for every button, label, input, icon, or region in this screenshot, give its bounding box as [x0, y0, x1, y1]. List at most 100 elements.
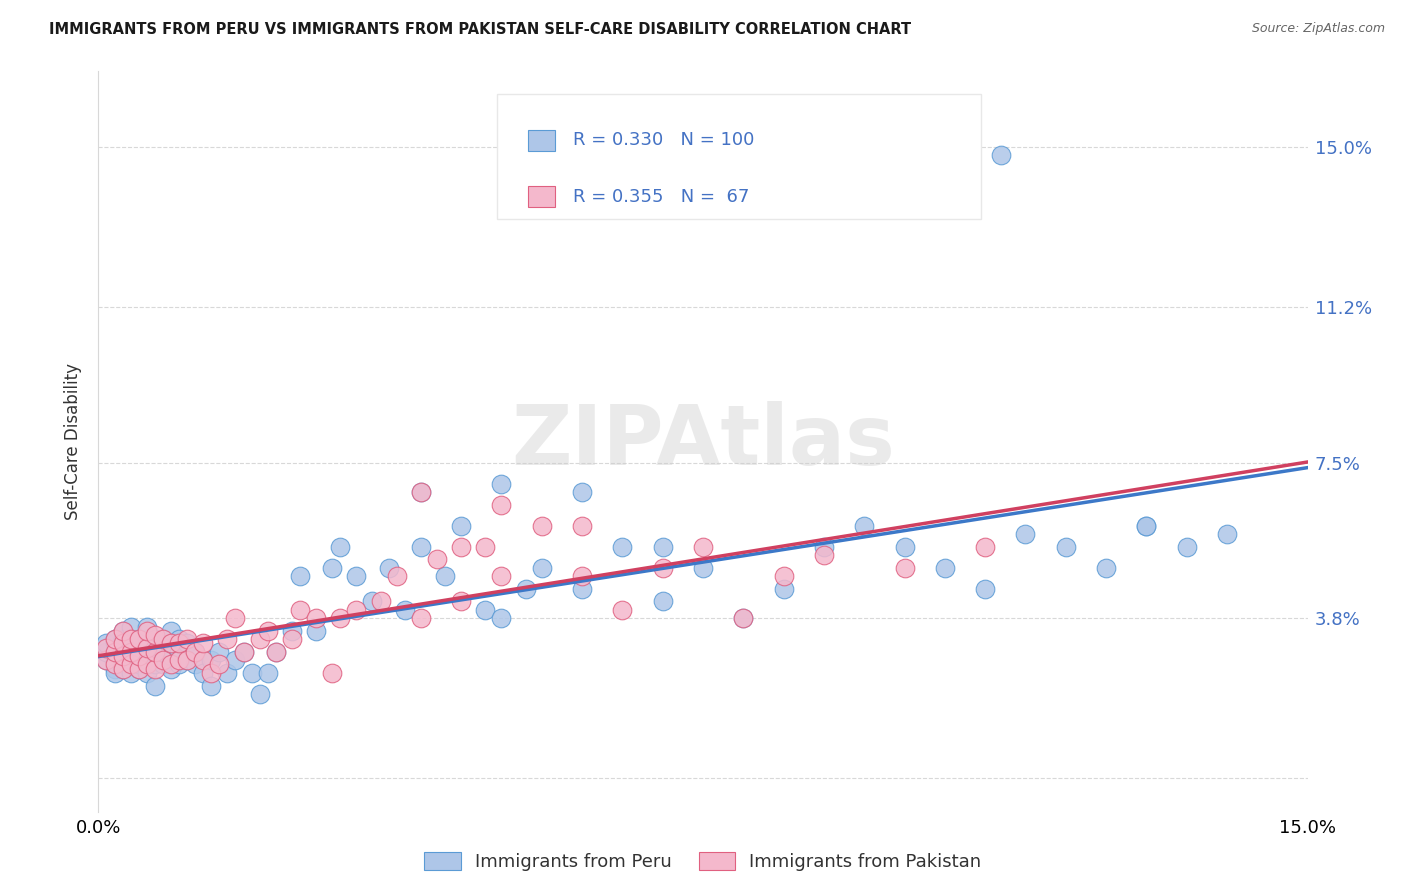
Point — [160, 662, 183, 676]
Point — [103, 645, 125, 659]
Point — [160, 657, 183, 672]
Point — [612, 603, 634, 617]
Point — [264, 645, 287, 659]
Point — [152, 645, 174, 659]
Point — [143, 645, 166, 659]
Point — [434, 569, 457, 583]
Y-axis label: Self-Care Disability: Self-Care Disability — [65, 363, 83, 520]
Point — [651, 540, 673, 554]
Point — [232, 645, 254, 659]
Point — [217, 665, 239, 680]
Point — [1135, 518, 1157, 533]
Point — [893, 560, 915, 574]
Point — [491, 498, 513, 512]
Point — [120, 653, 142, 667]
Point — [111, 632, 134, 647]
Point — [120, 632, 142, 647]
Point — [394, 603, 416, 617]
Point — [1175, 540, 1198, 554]
Point — [281, 624, 304, 638]
Point — [128, 649, 150, 664]
Point — [200, 665, 222, 680]
Point — [733, 611, 755, 625]
Text: Source: ZipAtlas.com: Source: ZipAtlas.com — [1251, 22, 1385, 36]
Point — [96, 645, 118, 659]
Point — [184, 657, 207, 672]
Point — [96, 636, 118, 650]
Point — [120, 657, 142, 672]
Point — [409, 485, 432, 500]
FancyBboxPatch shape — [527, 129, 555, 151]
Point — [571, 582, 593, 596]
Point — [974, 540, 997, 554]
Point — [143, 657, 166, 672]
Point — [426, 552, 449, 566]
Point — [370, 594, 392, 608]
Point — [249, 632, 271, 647]
Point — [128, 662, 150, 676]
Point — [135, 620, 157, 634]
Point — [160, 636, 183, 650]
Point — [128, 657, 150, 672]
Point — [571, 485, 593, 500]
Point — [974, 582, 997, 596]
Point — [176, 653, 198, 667]
Point — [103, 653, 125, 667]
Point — [344, 569, 367, 583]
Point — [530, 560, 553, 574]
Text: R = 0.355   N =  67: R = 0.355 N = 67 — [572, 188, 749, 206]
Point — [1054, 540, 1077, 554]
Point — [120, 665, 142, 680]
Point — [733, 611, 755, 625]
Point — [152, 653, 174, 667]
Point — [152, 632, 174, 647]
Point — [288, 603, 311, 617]
Point — [111, 657, 134, 672]
Point — [120, 645, 142, 659]
Point — [120, 632, 142, 647]
Point — [184, 645, 207, 659]
Point — [571, 569, 593, 583]
Point — [135, 640, 157, 655]
Point — [329, 611, 352, 625]
Point — [692, 540, 714, 554]
Point — [167, 653, 190, 667]
Point — [224, 653, 246, 667]
Point — [111, 662, 134, 676]
Point — [135, 632, 157, 647]
Point — [361, 594, 384, 608]
Point — [571, 518, 593, 533]
Point — [612, 540, 634, 554]
Point — [128, 632, 150, 647]
Text: R = 0.330   N = 100: R = 0.330 N = 100 — [572, 131, 754, 149]
Point — [409, 540, 432, 554]
Point — [96, 653, 118, 667]
Point — [450, 594, 472, 608]
Point — [103, 636, 125, 650]
Point — [934, 560, 956, 574]
Point — [772, 569, 794, 583]
FancyBboxPatch shape — [498, 94, 981, 219]
Point — [409, 485, 432, 500]
Point — [772, 582, 794, 596]
Point — [143, 628, 166, 642]
Point — [256, 665, 278, 680]
Point — [491, 569, 513, 583]
Point — [491, 611, 513, 625]
Point — [491, 476, 513, 491]
Point — [329, 540, 352, 554]
Point — [208, 645, 231, 659]
Point — [128, 645, 150, 659]
Point — [1216, 527, 1239, 541]
Point — [111, 662, 134, 676]
Point — [128, 640, 150, 655]
Point — [160, 649, 183, 664]
Point — [217, 632, 239, 647]
Point — [893, 540, 915, 554]
Point — [305, 624, 328, 638]
Point — [103, 632, 125, 647]
Point — [450, 518, 472, 533]
Point — [160, 636, 183, 650]
Point — [152, 632, 174, 647]
Point — [321, 560, 343, 574]
